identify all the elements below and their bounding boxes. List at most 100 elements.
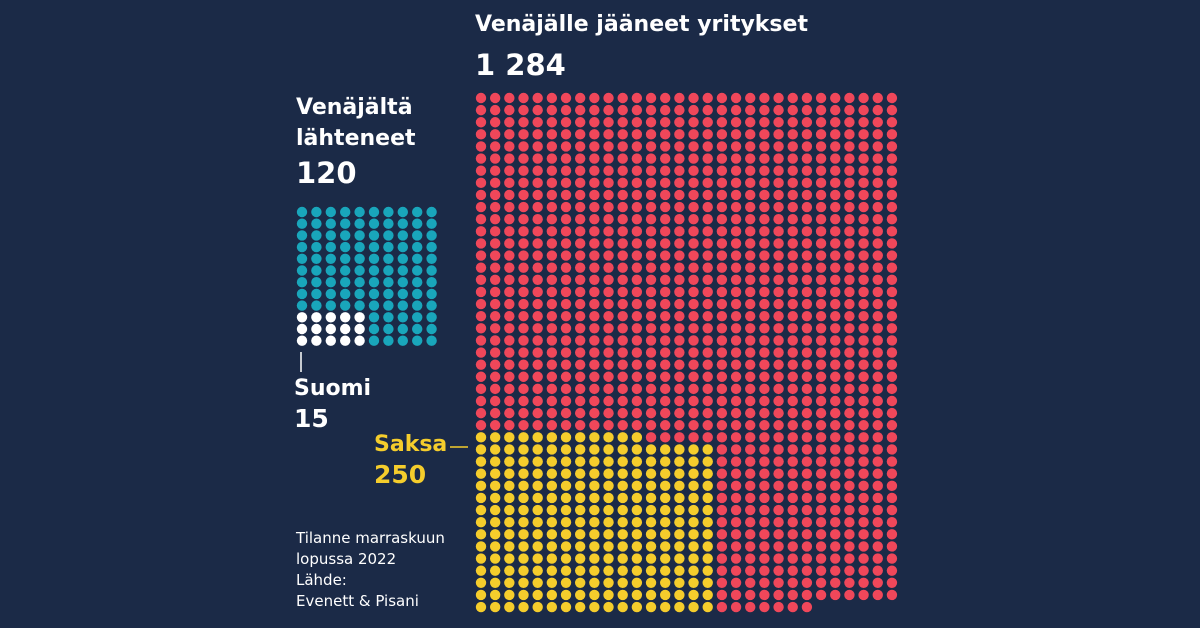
dot bbox=[844, 226, 855, 237]
dot bbox=[603, 129, 614, 140]
dot bbox=[560, 117, 572, 128]
dot bbox=[759, 141, 770, 152]
dot bbox=[631, 141, 643, 152]
dot bbox=[830, 517, 841, 528]
dot bbox=[773, 553, 784, 564]
dot bbox=[532, 298, 543, 310]
dot bbox=[518, 141, 529, 152]
dot bbox=[532, 420, 543, 431]
dot bbox=[702, 238, 713, 249]
dot bbox=[617, 310, 628, 322]
dot bbox=[674, 432, 685, 443]
dot bbox=[504, 420, 515, 431]
highlight-dot bbox=[504, 480, 515, 492]
highlight-dot bbox=[504, 553, 515, 564]
dot bbox=[426, 253, 437, 264]
highlight-dot bbox=[702, 541, 713, 552]
dot bbox=[759, 347, 770, 358]
dot bbox=[773, 456, 784, 467]
dot bbox=[773, 383, 784, 395]
dot bbox=[730, 274, 742, 285]
dot bbox=[688, 117, 699, 128]
dot bbox=[674, 359, 685, 370]
dot bbox=[702, 359, 713, 370]
dot bbox=[617, 153, 628, 164]
dot bbox=[325, 206, 336, 218]
highlight-dot bbox=[617, 589, 628, 601]
dot bbox=[886, 553, 898, 564]
dot bbox=[886, 201, 898, 213]
highlight-dot bbox=[645, 492, 657, 504]
highlight-dot bbox=[660, 504, 671, 516]
dot bbox=[773, 359, 784, 370]
dot bbox=[745, 117, 756, 128]
dot bbox=[475, 274, 487, 285]
dot bbox=[815, 250, 827, 261]
dot bbox=[518, 262, 529, 273]
dot bbox=[311, 218, 322, 229]
dot bbox=[830, 201, 841, 213]
dot bbox=[489, 201, 501, 213]
dot bbox=[745, 383, 756, 395]
highlight-dot bbox=[660, 480, 671, 492]
dot bbox=[660, 165, 671, 176]
dot bbox=[702, 335, 713, 346]
dot bbox=[645, 432, 657, 443]
dot bbox=[844, 104, 855, 116]
dot bbox=[688, 226, 699, 237]
highlight-dot bbox=[518, 504, 529, 516]
dot bbox=[830, 286, 841, 298]
dot bbox=[617, 92, 628, 104]
highlight-dot bbox=[574, 601, 586, 613]
dot bbox=[745, 298, 756, 310]
dot bbox=[560, 238, 572, 249]
highlight-dot bbox=[504, 529, 515, 540]
dot bbox=[759, 395, 770, 407]
highlight-dot bbox=[574, 444, 586, 455]
dot bbox=[886, 238, 898, 249]
dot bbox=[518, 117, 529, 128]
dot bbox=[830, 274, 841, 285]
highlight-dot bbox=[504, 541, 515, 552]
dot bbox=[745, 553, 756, 564]
dot bbox=[660, 214, 671, 225]
dot bbox=[787, 298, 798, 310]
dot bbox=[532, 250, 543, 261]
highlight-dot bbox=[688, 517, 699, 528]
dot bbox=[504, 153, 515, 164]
dot bbox=[787, 189, 798, 201]
dot bbox=[858, 347, 869, 358]
dot bbox=[574, 407, 586, 419]
highlight-dot bbox=[489, 601, 501, 613]
dot bbox=[645, 165, 657, 176]
dot bbox=[844, 589, 855, 601]
dot bbox=[730, 541, 742, 552]
dot bbox=[688, 347, 699, 358]
dot bbox=[354, 241, 365, 253]
dot bbox=[844, 323, 855, 334]
dot bbox=[397, 300, 408, 311]
dot bbox=[296, 277, 308, 288]
dot bbox=[702, 298, 713, 310]
dot bbox=[815, 335, 827, 346]
highlight-dot bbox=[504, 492, 515, 504]
dot bbox=[801, 92, 813, 104]
dot bbox=[801, 165, 813, 176]
dot bbox=[830, 383, 841, 395]
highlight-dot bbox=[660, 492, 671, 504]
dot bbox=[311, 288, 322, 300]
dot bbox=[815, 577, 827, 588]
group-label: Venäjältä lähteneet bbox=[296, 95, 416, 151]
dot bbox=[787, 432, 798, 443]
highlight-dot bbox=[660, 577, 671, 588]
highlight-dot bbox=[702, 456, 713, 467]
dot bbox=[617, 420, 628, 431]
dot bbox=[872, 444, 883, 455]
dot bbox=[412, 288, 423, 300]
dot bbox=[397, 323, 408, 335]
highlight-dot bbox=[589, 577, 600, 588]
highlight-dot bbox=[603, 504, 614, 516]
highlight-dot bbox=[589, 468, 600, 479]
dot bbox=[745, 189, 756, 201]
dot bbox=[546, 129, 558, 140]
